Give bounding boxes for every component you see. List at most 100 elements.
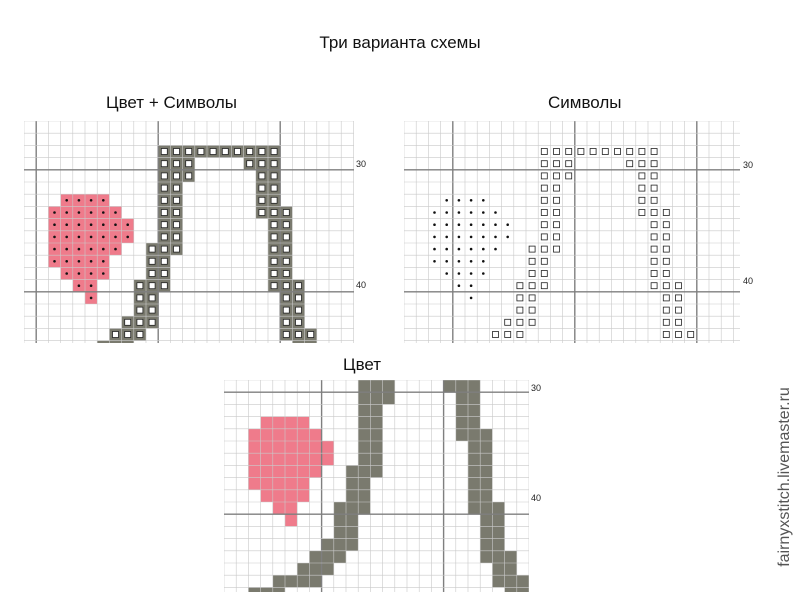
- dot-symbol: [482, 211, 485, 214]
- dot-symbol: [126, 235, 129, 239]
- square-symbol: [270, 257, 278, 265]
- axis-label-30: 30: [531, 383, 542, 393]
- chart-panel-color-symbols: [24, 121, 354, 343]
- heart-stitch: [272, 453, 285, 466]
- dot-symbol: [114, 247, 117, 251]
- dot-symbol: [126, 223, 129, 226]
- grey-stitch: [480, 453, 493, 466]
- square-symbol: [553, 148, 560, 155]
- square-symbol: [282, 270, 290, 277]
- square-symbol: [650, 184, 658, 192]
- grey-stitch: [358, 380, 371, 393]
- dot-symbol: [469, 284, 473, 287]
- dot-symbol: [102, 235, 105, 239]
- dot-symbol: [469, 296, 473, 300]
- watermark-text: fairnyxstitch.livemaster.ru: [772, 358, 796, 596]
- dot-symbol: [77, 211, 81, 214]
- dot-symbol: [53, 247, 56, 251]
- dot-symbol: [65, 247, 68, 251]
- square-symbol: [650, 221, 658, 229]
- grey-stitch: [346, 465, 359, 478]
- square-symbol: [528, 294, 536, 302]
- square-symbol: [540, 257, 548, 265]
- heart-stitch: [260, 465, 273, 478]
- square-symbol: [295, 282, 302, 290]
- square-symbol: [540, 245, 548, 253]
- square-symbol: [540, 184, 548, 192]
- square-symbol: [565, 172, 573, 180]
- square-symbol: [589, 148, 597, 155]
- grey-stitch: [346, 538, 359, 551]
- dot-symbol: [482, 235, 485, 239]
- square-symbol: [492, 331, 499, 338]
- grey-stitch: [468, 380, 481, 393]
- grey-stitch: [260, 587, 273, 592]
- dot-symbol: [53, 223, 56, 226]
- dot-symbol: [482, 260, 485, 263]
- heart-stitch: [260, 416, 273, 429]
- square-symbol: [650, 270, 658, 277]
- square-symbol: [136, 306, 144, 314]
- square-symbol: [258, 196, 266, 204]
- dot-symbol: [457, 272, 461, 275]
- dot-symbol: [77, 235, 81, 239]
- heart-stitch: [272, 489, 285, 502]
- grey-stitch: [480, 465, 493, 478]
- heart-stitch: [285, 502, 298, 515]
- grey-stitch: [309, 575, 322, 588]
- square-symbol: [258, 148, 266, 155]
- dot-symbol: [53, 260, 56, 263]
- dot-symbol: [433, 247, 436, 251]
- dot-symbol: [89, 199, 93, 202]
- square-symbol: [540, 148, 548, 155]
- square-symbol: [553, 184, 560, 192]
- panel-label-color: Цвет: [343, 355, 382, 374]
- heart-stitch: [248, 428, 261, 441]
- square-symbol: [282, 221, 290, 229]
- square-symbol: [148, 270, 156, 277]
- square-symbol: [270, 172, 278, 180]
- square-symbol: [528, 245, 536, 253]
- dot-symbol: [65, 260, 68, 263]
- square-symbol: [282, 306, 290, 314]
- grey-stitch: [468, 404, 481, 417]
- square-symbol: [136, 294, 144, 302]
- grey-stitch: [358, 453, 371, 466]
- grey-stitch: [480, 526, 493, 539]
- heart-stitch: [272, 465, 285, 478]
- square-symbol: [553, 233, 560, 241]
- axis-label-40: 40: [356, 280, 367, 290]
- heart-stitch: [297, 465, 310, 478]
- dot-symbol: [457, 211, 461, 214]
- axis-label-30: 30: [743, 160, 754, 170]
- dot-symbol: [102, 199, 105, 202]
- grey-stitch: [468, 489, 481, 502]
- grey-stitch: [346, 489, 359, 502]
- square-symbol: [662, 331, 670, 338]
- square-symbol: [638, 160, 646, 168]
- dot-symbol: [102, 223, 105, 226]
- square-symbol: [282, 257, 290, 265]
- heart-stitch: [260, 441, 273, 454]
- heart-stitch: [321, 441, 334, 454]
- square-symbol: [160, 257, 168, 265]
- grey-stitch: [321, 550, 334, 563]
- dot-symbol: [65, 211, 68, 214]
- grey-stitch: [309, 550, 322, 563]
- dot-symbol: [482, 247, 485, 251]
- square-symbol: [282, 282, 290, 290]
- grey-stitch: [358, 465, 371, 478]
- dot-symbol: [65, 272, 68, 275]
- square-symbol: [160, 270, 168, 277]
- grey-stitch: [370, 416, 383, 429]
- grey-stitch: [480, 441, 493, 454]
- grey-stitch: [480, 477, 493, 490]
- grey-stitch: [504, 587, 517, 592]
- grey-stitch: [358, 489, 371, 502]
- axis-label-40: 40: [743, 276, 754, 286]
- square-symbol: [553, 245, 560, 253]
- square-symbol: [136, 331, 144, 338]
- dot-symbol: [433, 223, 436, 226]
- grey-stitch: [468, 453, 481, 466]
- square-symbol: [148, 318, 156, 326]
